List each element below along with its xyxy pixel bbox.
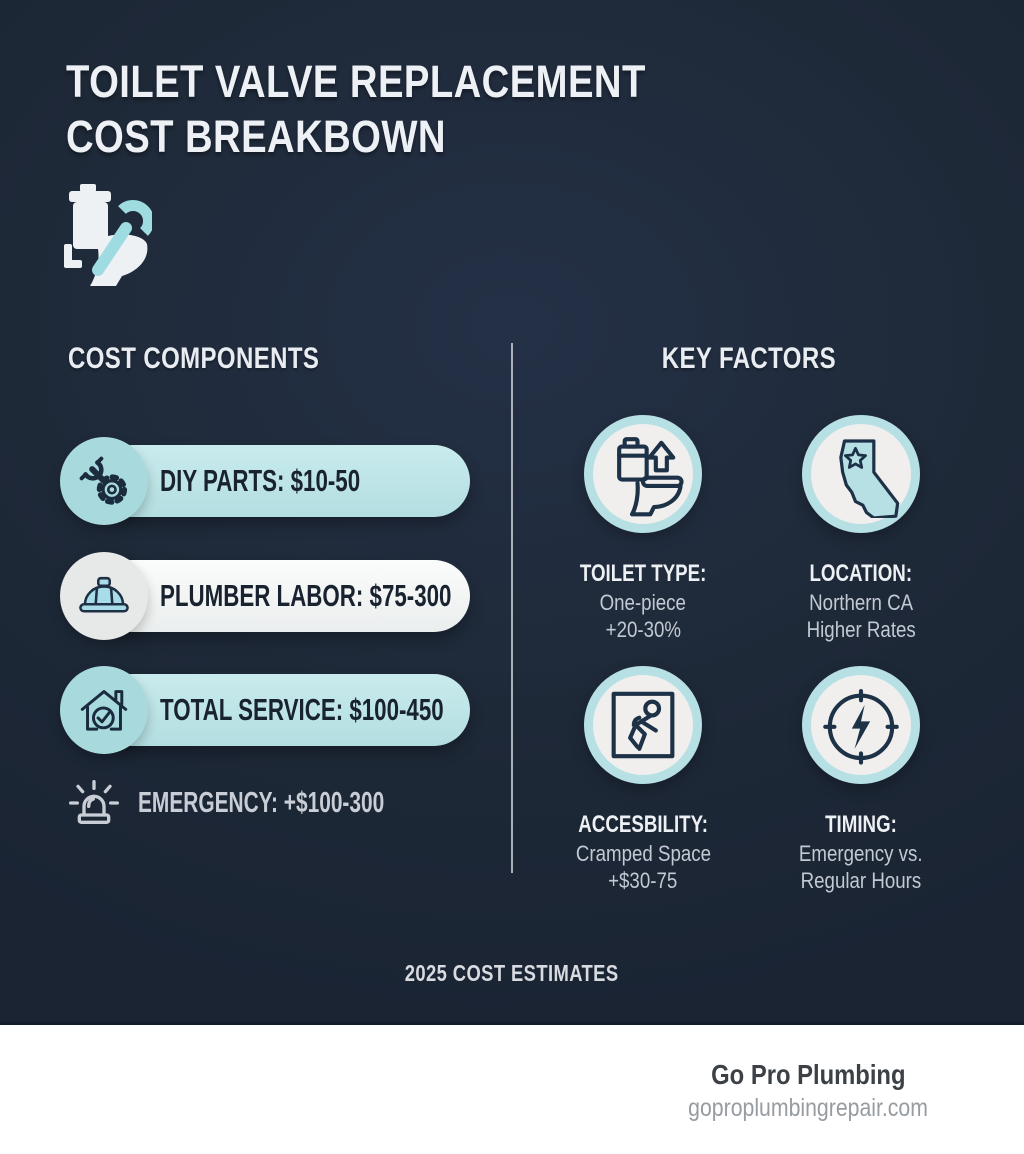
title-line-2: COST BREAKBOWN <box>66 111 446 162</box>
cost-pill: TOTAL SERVICE: $100-450 <box>96 674 470 746</box>
cost-pill-label: DIY PARTS: $10-50 <box>160 463 361 498</box>
factor-detail: Cramped Space <box>575 841 711 866</box>
factor-title: TOILET TYPE: <box>579 560 707 587</box>
factor-location: LOCATION: Northern CA Higher Rates <box>751 415 971 643</box>
wrench-gear-icon <box>79 456 128 505</box>
factor-detail: +20-30% <box>605 617 681 642</box>
cost-pill: PLUMBER LABOR: $75-300 <box>96 560 470 632</box>
factor-detail: Higher Rates <box>806 617 916 642</box>
cost-pill-label: PLUMBER LABOR: $75-300 <box>160 578 452 613</box>
toilet-wrench-icon <box>64 184 152 286</box>
factor-circle <box>584 666 702 784</box>
footnote: 2025 COST ESTIMATES <box>405 960 619 986</box>
cost-row-plumber-labor: PLUMBER LABOR: $75-300 <box>60 552 470 640</box>
house-check-icon <box>80 690 128 731</box>
navy-panel: TOILET VALVE REPLACEMENT COST BREAKBOWN … <box>0 0 1024 1025</box>
siren-icon <box>69 780 119 825</box>
cost-pill: DIY PARTS: $10-50 <box>96 445 470 517</box>
factor-detail: Northern CA <box>809 590 913 615</box>
factor-detail: +$30-75 <box>608 868 678 893</box>
factor-title: LOCATION: <box>809 560 913 587</box>
factor-circle <box>802 666 920 784</box>
factor-circle <box>584 415 702 533</box>
cost-pill-label: TOTAL SERVICE: $100-450 <box>160 692 444 727</box>
cost-badge <box>60 437 148 525</box>
california-map-icon <box>839 439 900 518</box>
factor-detail: One-piece <box>599 590 687 615</box>
factor-accessibility: ACCESBILITY: Cramped Space +$30-75 <box>533 666 753 894</box>
clock-lightning-icon <box>823 689 899 765</box>
cost-row-total-service: TOTAL SERVICE: $100-450 <box>60 666 470 754</box>
website-url: goproplumbingrepair.com <box>688 1094 928 1122</box>
factor-toilet-type: TOILET TYPE: One-piece +20-30% <box>533 415 753 643</box>
cost-row-diy-parts: DIY PARTS: $10-50 <box>60 437 470 525</box>
column-divider <box>511 343 513 873</box>
emergency-row: EMERGENCY: +$100-300 <box>68 773 480 833</box>
brand-name: Go Pro Plumbing <box>710 1059 906 1090</box>
factor-title: ACCESBILITY: <box>578 811 708 838</box>
factor-circle <box>802 415 920 533</box>
factor-detail: Emergency vs. <box>799 841 923 866</box>
key-factors-heading: KEY FACTORS <box>661 342 836 375</box>
page-title: TOILET VALVE REPLACEMENT COST BREAKBOWN <box>66 54 786 164</box>
cost-badge <box>60 552 148 640</box>
person-cramped-space-icon <box>611 691 675 759</box>
factor-detail: Regular Hours <box>800 868 922 893</box>
cost-badge <box>60 666 148 754</box>
factor-timing: TIMING: Emergency vs. Regular Hours <box>751 666 971 894</box>
hard-hat-icon <box>79 576 129 613</box>
factor-title: TIMING: <box>825 811 897 838</box>
emergency-label: EMERGENCY: +$100-300 <box>138 786 385 819</box>
cost-components-heading: COST COMPONENTS <box>68 342 320 375</box>
toilet-upgrade-icon <box>617 437 684 517</box>
footer: Go Pro Plumbing goproplumbingrepair.com <box>598 1058 1018 1124</box>
title-line-1: TOILET VALVE REPLACEMENT <box>66 56 646 107</box>
